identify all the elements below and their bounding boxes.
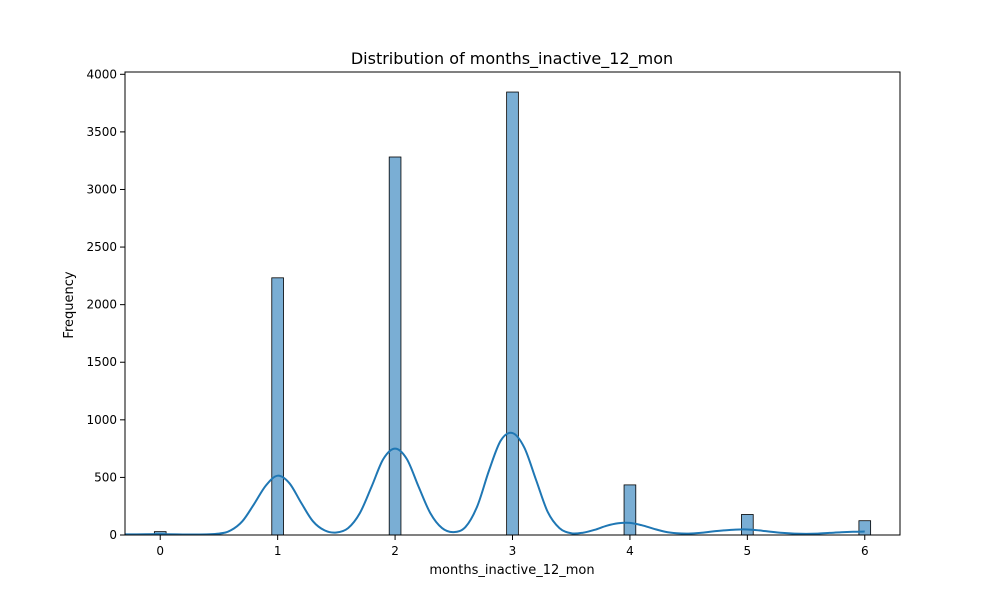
- chart-title: Distribution of months_inactive_12_mon: [351, 49, 673, 69]
- histogram-bar-2: [388, 156, 402, 536]
- y-tick-label: 1500: [86, 355, 117, 369]
- y-tick-label: 500: [94, 470, 117, 484]
- y-tick-label: 2000: [86, 298, 117, 312]
- x-tick-label: 5: [744, 544, 752, 558]
- x-axis: 0 1 2 3 4 5 6: [156, 535, 869, 558]
- y-tick-label: 4000: [86, 67, 117, 81]
- histogram-bar-1: [271, 277, 284, 536]
- x-tick-label: 2: [391, 544, 399, 558]
- x-tick-label: 6: [861, 544, 869, 558]
- y-tick-label: 2500: [86, 240, 117, 254]
- histogram-bar-4: [623, 484, 637, 536]
- y-axis-label: Frequency: [62, 271, 77, 338]
- y-axis: 0 500 1000 1500 2000 2500 3000 3500 4000: [86, 67, 125, 542]
- x-axis-label: months_inactive_12_mon: [429, 563, 594, 578]
- y-tick-label: 3000: [86, 182, 117, 196]
- histogram-bar-5: [741, 514, 754, 536]
- y-tick-label: 0: [109, 528, 117, 542]
- histogram-bar-3: [506, 91, 519, 536]
- bars-group: [153, 91, 872, 536]
- x-tick-label: 3: [509, 544, 517, 558]
- y-tick-label: 3500: [86, 125, 117, 139]
- y-tick-label: 1000: [86, 413, 117, 427]
- kde-curve: [124, 431, 865, 536]
- x-tick-label: 1: [274, 544, 282, 558]
- x-tick-label: 4: [626, 544, 634, 558]
- histogram-bar-6: [858, 520, 872, 536]
- x-tick-label: 0: [156, 544, 164, 558]
- kde-group: [124, 431, 865, 536]
